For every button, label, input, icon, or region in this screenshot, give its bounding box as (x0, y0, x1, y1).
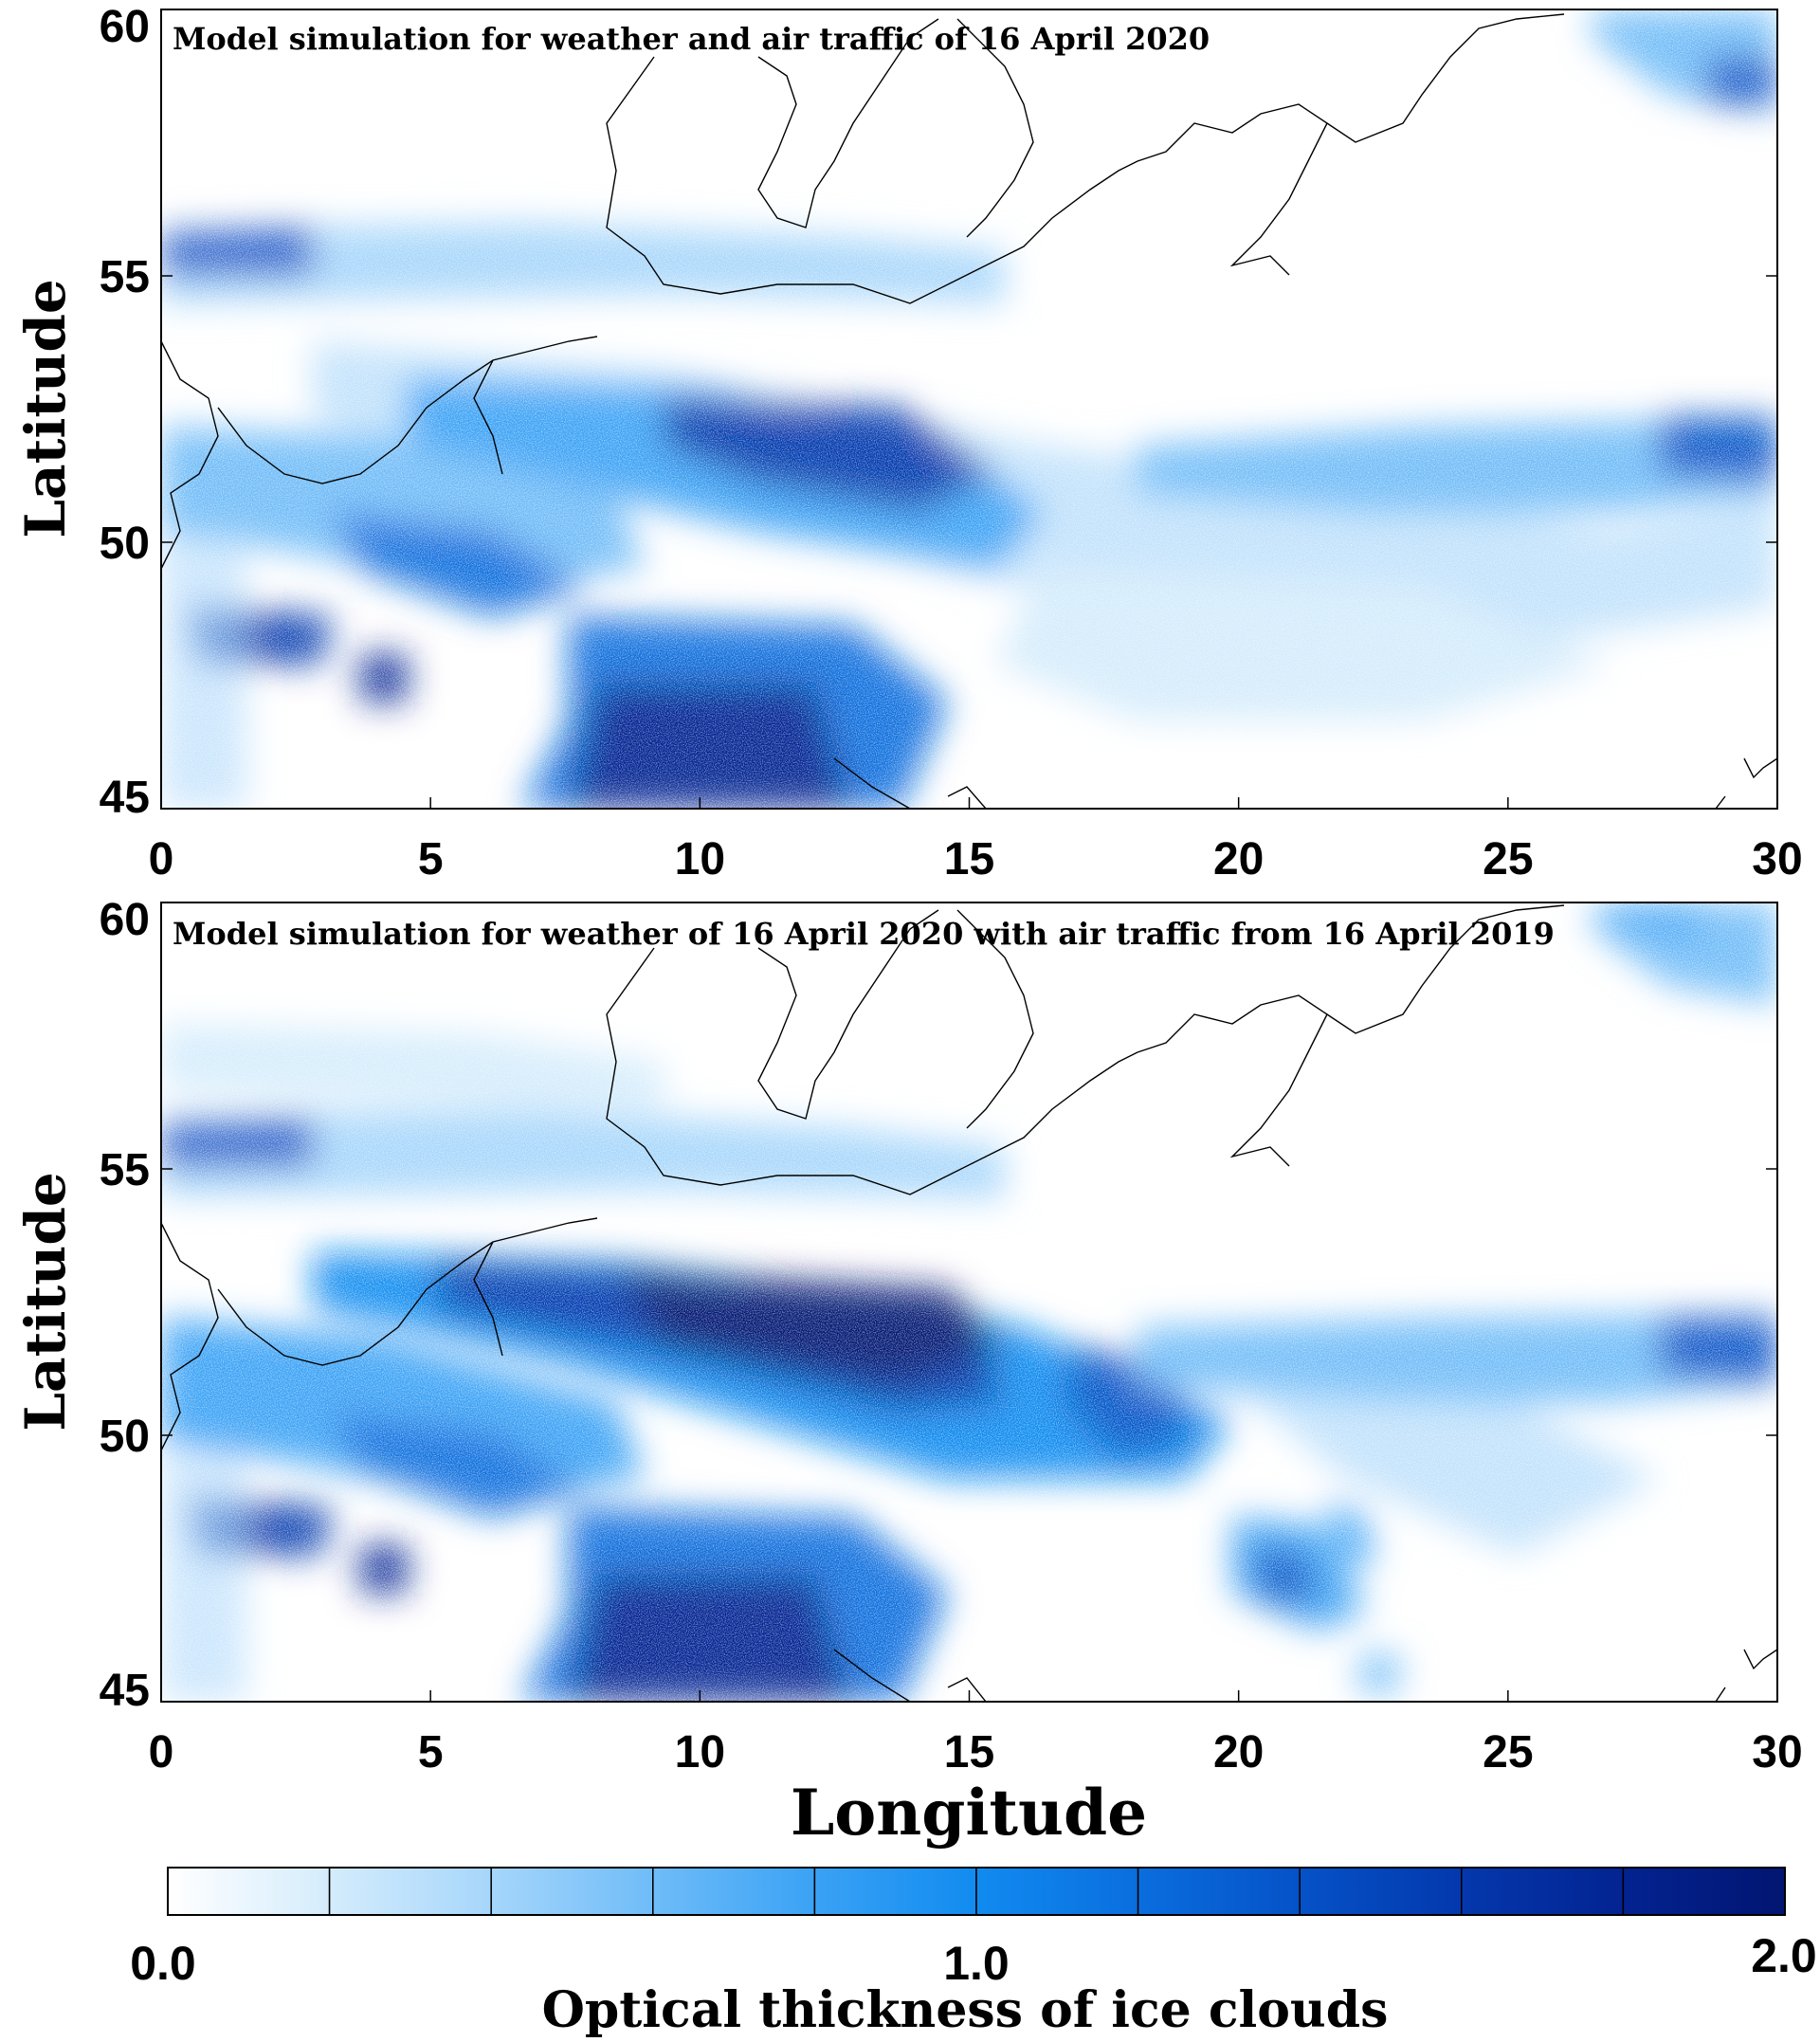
x-tick-label: 0 (149, 834, 174, 884)
x-ticks-bottom: 0 5 10 15 20 25 30 (149, 1690, 1803, 1778)
x-tick-label: 10 (675, 834, 725, 884)
panel-title-top: Model simulation for weather and air tra… (173, 21, 1210, 57)
y-ticks-top: 45 50 55 60 (100, 2, 1777, 823)
x-tick-label: 25 (1483, 1727, 1533, 1778)
x-ticks-top: 0 5 10 15 20 25 30 (149, 797, 1803, 884)
y-tick-label: 55 (100, 1145, 150, 1195)
colorbar-max-label: 2.0 (1751, 1929, 1817, 1982)
y-ticks-bottom: 45 50 55 60 (100, 895, 1777, 1716)
colorbar-segment (490, 1867, 654, 1916)
panel-title-bottom: Model simulation for weather of 16 April… (173, 916, 1555, 952)
colorbar-segment (1461, 1867, 1625, 1916)
cloud-field-bottom (161, 902, 1777, 1702)
x-tick-label: 5 (418, 1727, 444, 1778)
x-tick-label: 5 (418, 834, 444, 884)
coastlines-bottom (161, 904, 1777, 1702)
colorbar-frame (167, 1867, 1786, 1916)
x-tick-label: 15 (944, 834, 994, 884)
x-tick-label: 10 (675, 1727, 725, 1778)
map-panel-top: Model simulation for weather and air tra… (13, 2, 1803, 884)
coastlines-top (161, 13, 1777, 809)
x-tick-label: 30 (1752, 1727, 1802, 1778)
colorbar-title: Optical thickness of ice clouds (542, 1981, 1389, 2039)
y-tick-label: 60 (100, 2, 150, 52)
colorbar-segment (1299, 1867, 1463, 1916)
y-tick-label: 45 (100, 1666, 150, 1716)
colorbar-mid-label: 1.0 (943, 1937, 1010, 1990)
y-axis-title-bottom: Latitude (13, 1172, 78, 1431)
colorbar: 0.0 1.0 2.0 Optical thickness of ice clo… (130, 1867, 1817, 2039)
x-tick-label: 30 (1752, 834, 1802, 884)
x-tick-label: 15 (944, 1727, 994, 1778)
x-tick-label: 0 (149, 1727, 174, 1778)
x-axis-title: Longitude (791, 1776, 1147, 1850)
y-tick-label: 60 (100, 895, 150, 945)
map-panel-bottom: Model simulation for weather of 16 April… (13, 895, 1803, 1778)
colorbar-segment (813, 1867, 977, 1916)
y-tick-label: 55 (100, 252, 150, 302)
colorbar-segments (167, 1867, 1786, 1916)
y-tick-label: 50 (100, 1412, 150, 1462)
y-tick-label: 45 (100, 773, 150, 823)
y-tick-label: 50 (100, 519, 150, 569)
colorbar-segment (975, 1867, 1139, 1916)
colorbar-segment (652, 1867, 816, 1916)
colorbar-segment (167, 1867, 331, 1916)
x-tick-label: 20 (1213, 1727, 1264, 1778)
colorbar-segment (1622, 1867, 1786, 1916)
colorbar-segment (1137, 1867, 1301, 1916)
colorbar-min-label: 0.0 (130, 1937, 196, 1990)
colorbar-segment (328, 1867, 492, 1916)
y-axis-title-top: Latitude (13, 279, 78, 538)
x-tick-label: 20 (1213, 834, 1264, 884)
cloud-field-top (161, 9, 1777, 809)
x-tick-label: 25 (1483, 834, 1533, 884)
